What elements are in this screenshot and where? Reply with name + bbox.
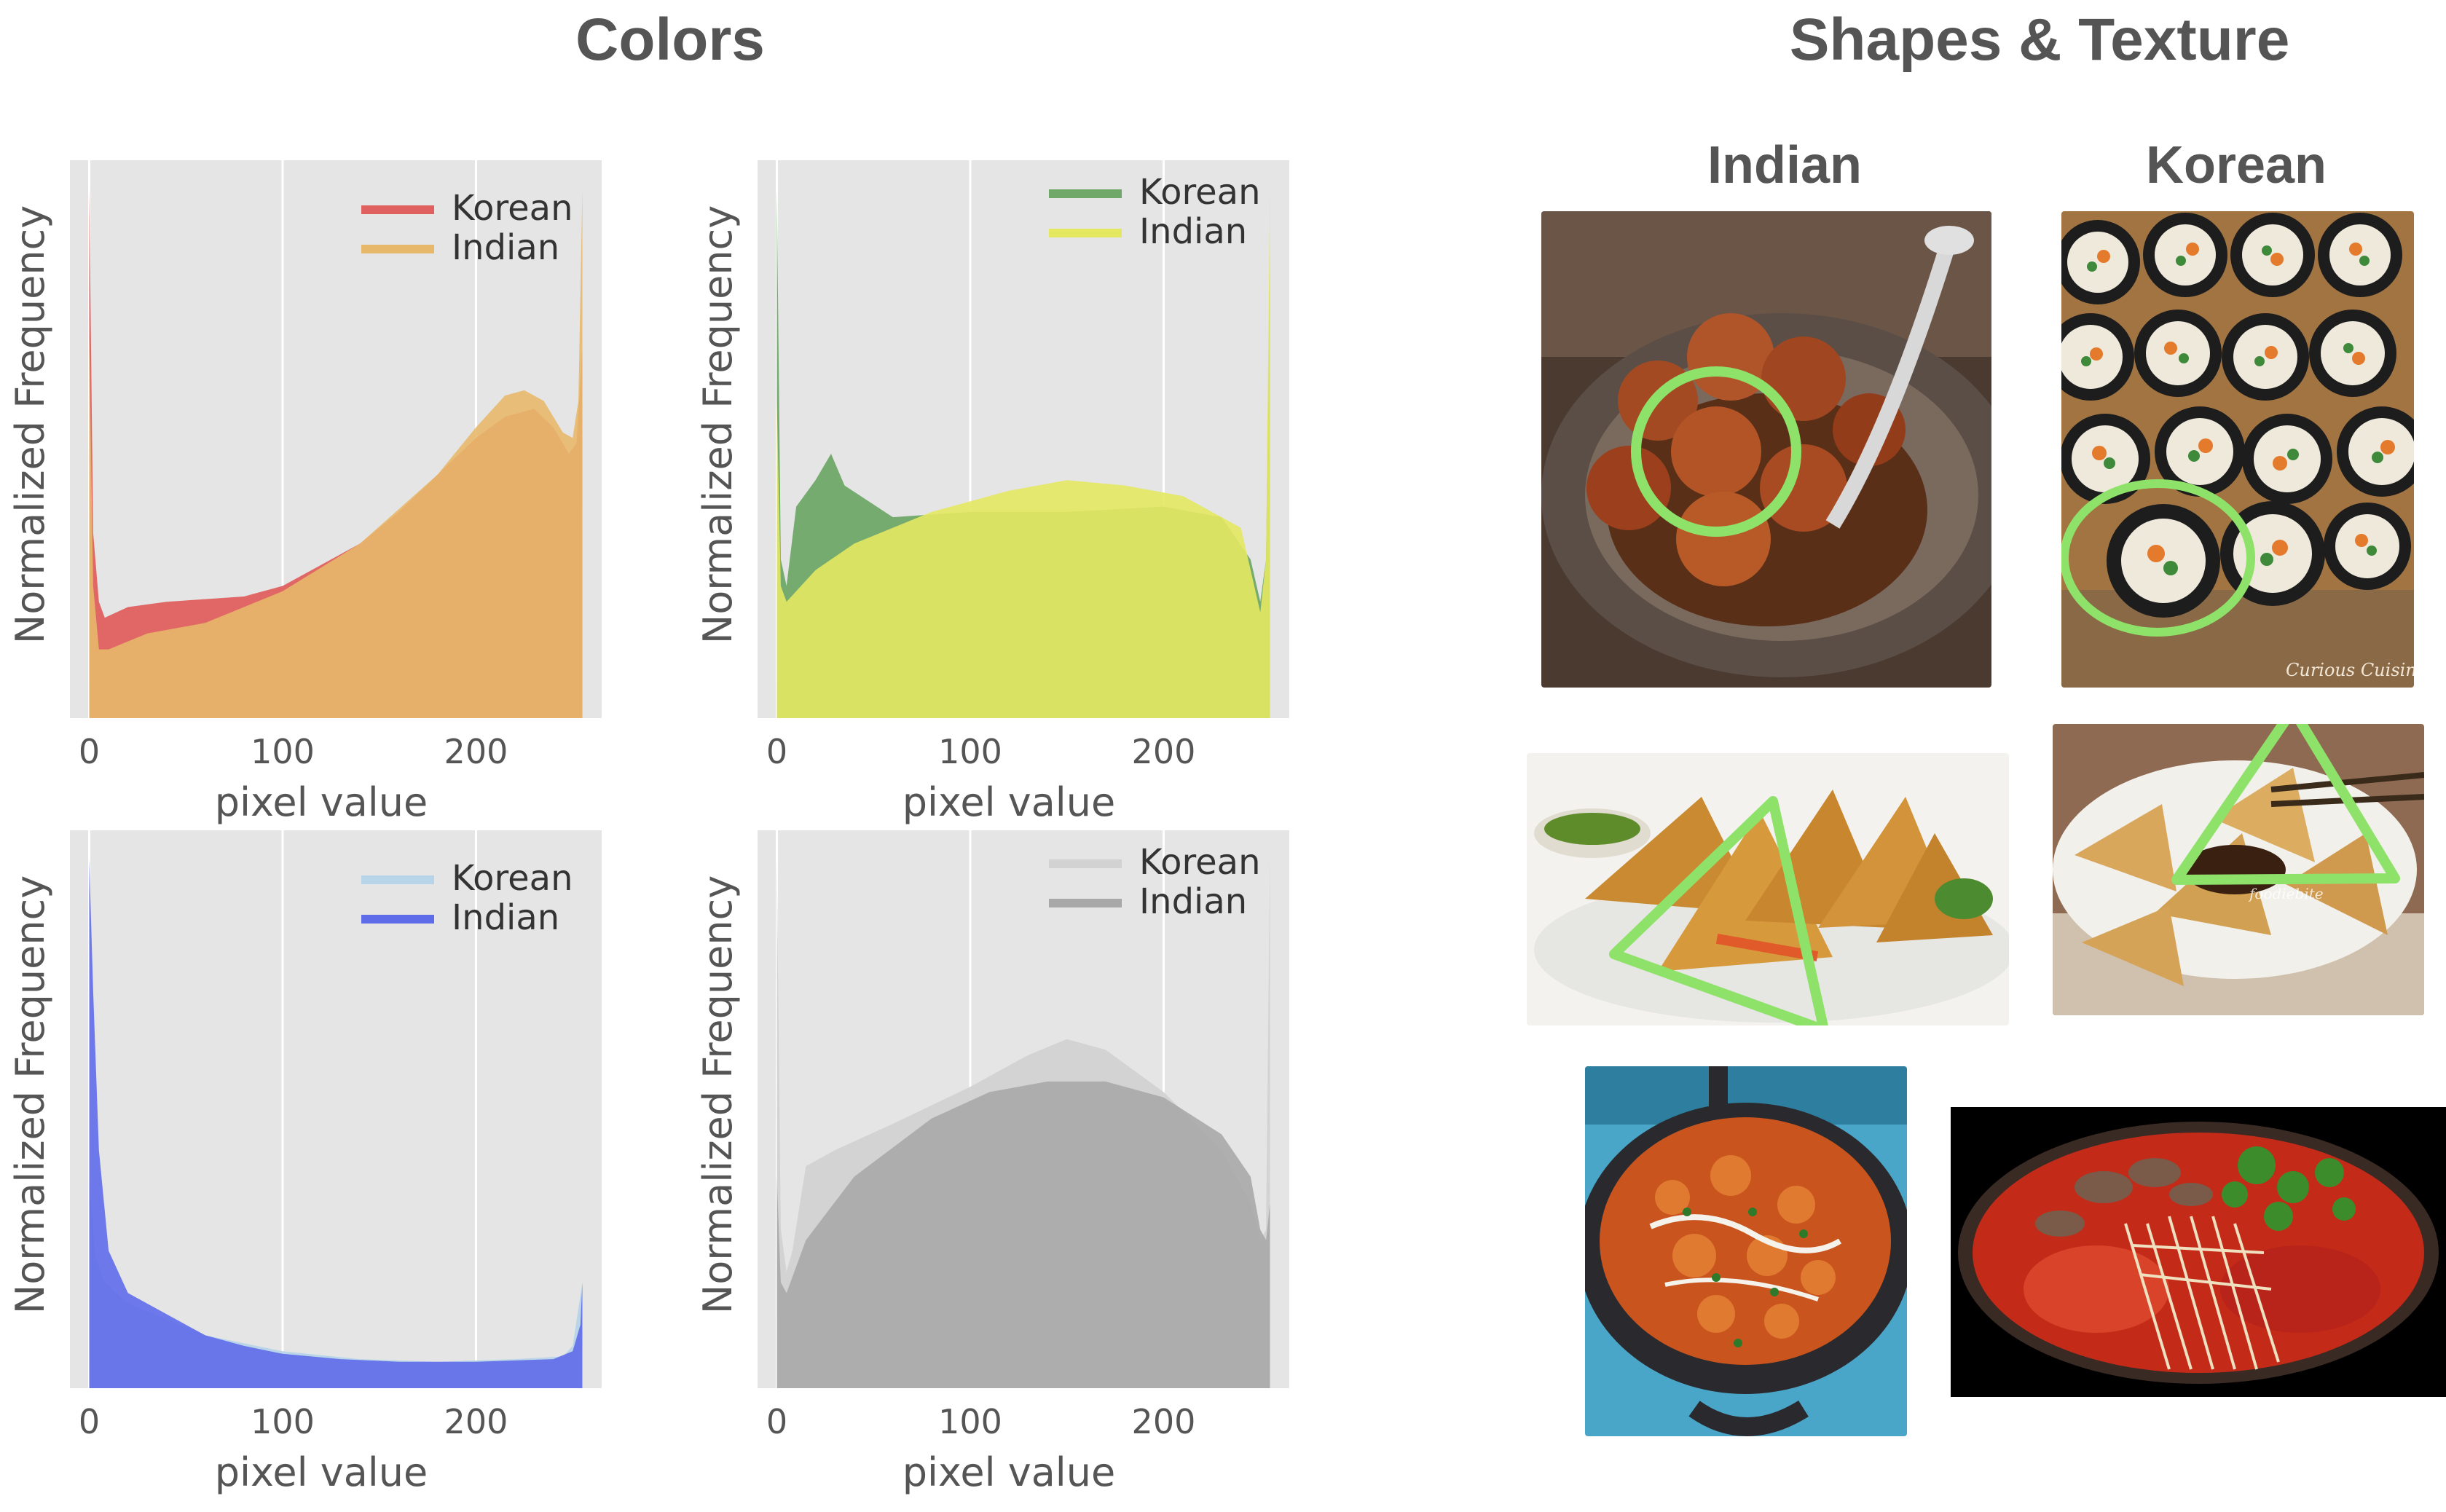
indian-column-title: Indian xyxy=(1707,136,1862,194)
y-axis-label: Normalized Frequency xyxy=(695,875,741,1314)
photo-korean-pajeon: foodiebite xyxy=(2053,724,2424,1015)
legend-swatch-korean xyxy=(361,205,434,214)
x-tick-label: 0 xyxy=(79,732,100,771)
x-tick-label: 200 xyxy=(1132,1402,1196,1441)
legend-swatch-korean xyxy=(1049,859,1122,868)
legend-swatch-korean xyxy=(1049,189,1122,198)
y-axis-label: Normalized Frequency xyxy=(7,875,53,1314)
series-area-indian xyxy=(776,1081,1270,1388)
legend-label-korean: Korean xyxy=(452,188,573,229)
series-area-indian xyxy=(89,189,583,718)
legend-swatch-korean xyxy=(361,875,434,884)
legend-label-indian: Indian xyxy=(1139,211,1247,252)
x-tick-label: 100 xyxy=(938,1402,1002,1441)
legend-label-indian: Indian xyxy=(452,897,559,938)
chart-green: 0 100 200 pixel value Normalized Frequency Ko… xyxy=(695,160,1289,825)
y-axis-label: Normalized Frequency xyxy=(695,205,741,644)
x-tick-label: 200 xyxy=(1132,732,1196,771)
x-tick-label: 200 xyxy=(444,1402,508,1441)
x-tick-label: 100 xyxy=(251,1402,315,1441)
x-tick-label: 0 xyxy=(766,1402,787,1441)
colors-title: Colors xyxy=(575,7,765,73)
photo-credit-pajeon: foodiebite xyxy=(2248,885,2324,902)
korean-column-title: Korean xyxy=(2145,136,2327,194)
x-tick-label: 0 xyxy=(79,1402,100,1441)
chart-gray: 0 100 200 pixel value Normalized Frequency Ko… xyxy=(695,830,1289,1495)
x-axis-label: pixel value xyxy=(902,1449,1115,1495)
y-axis-label: Normalized Frequency xyxy=(7,205,53,644)
x-tick-label: 0 xyxy=(766,732,787,771)
legend-label-korean: Korean xyxy=(452,858,573,899)
x-axis-label: pixel value xyxy=(902,779,1115,825)
x-tick-label: 100 xyxy=(938,732,1002,771)
legend-swatch-indian xyxy=(1049,899,1122,907)
histogram-grid: 0 100 200 pixel value Normalized Frequency Ko… xyxy=(7,160,1289,1495)
x-axis-label: pixel value xyxy=(215,779,428,825)
legend-swatch-indian xyxy=(361,915,434,924)
chart-red: 0 100 200 pixel value Normalized Frequency Ko… xyxy=(7,160,602,825)
shapes-texture-title: Shapes & Texture xyxy=(1789,7,2290,73)
photo-korean-kimbap: Curious Cuisiniere xyxy=(2061,211,2414,688)
legend-swatch-indian xyxy=(1049,229,1122,237)
photo-indian-samosa xyxy=(1527,753,2009,1025)
legend-label-korean: Korean xyxy=(1139,842,1261,883)
plot-background xyxy=(70,830,602,1388)
photo-korean-spicy-soup xyxy=(1951,1107,2446,1397)
legend-label-korean: Korean xyxy=(1139,172,1261,213)
legend-label-indian: Indian xyxy=(452,227,559,268)
legend-swatch-indian xyxy=(361,245,434,253)
x-tick-label: 100 xyxy=(251,732,315,771)
photo-indian-curry xyxy=(1585,1066,1907,1436)
series-area-indian xyxy=(89,859,583,1388)
x-axis-label: pixel value xyxy=(215,1449,428,1495)
legend-label-indian: Indian xyxy=(1139,881,1247,922)
photo-credit-kimbap: Curious Cuisiniere xyxy=(2286,660,2414,680)
series-area-indian xyxy=(776,189,1270,718)
photo-indian-gulab-jamun xyxy=(1541,211,1991,688)
chart-blue: 0 100 200 pixel value Normalized Frequency Ko… xyxy=(7,830,602,1495)
x-tick-label: 200 xyxy=(444,732,508,771)
